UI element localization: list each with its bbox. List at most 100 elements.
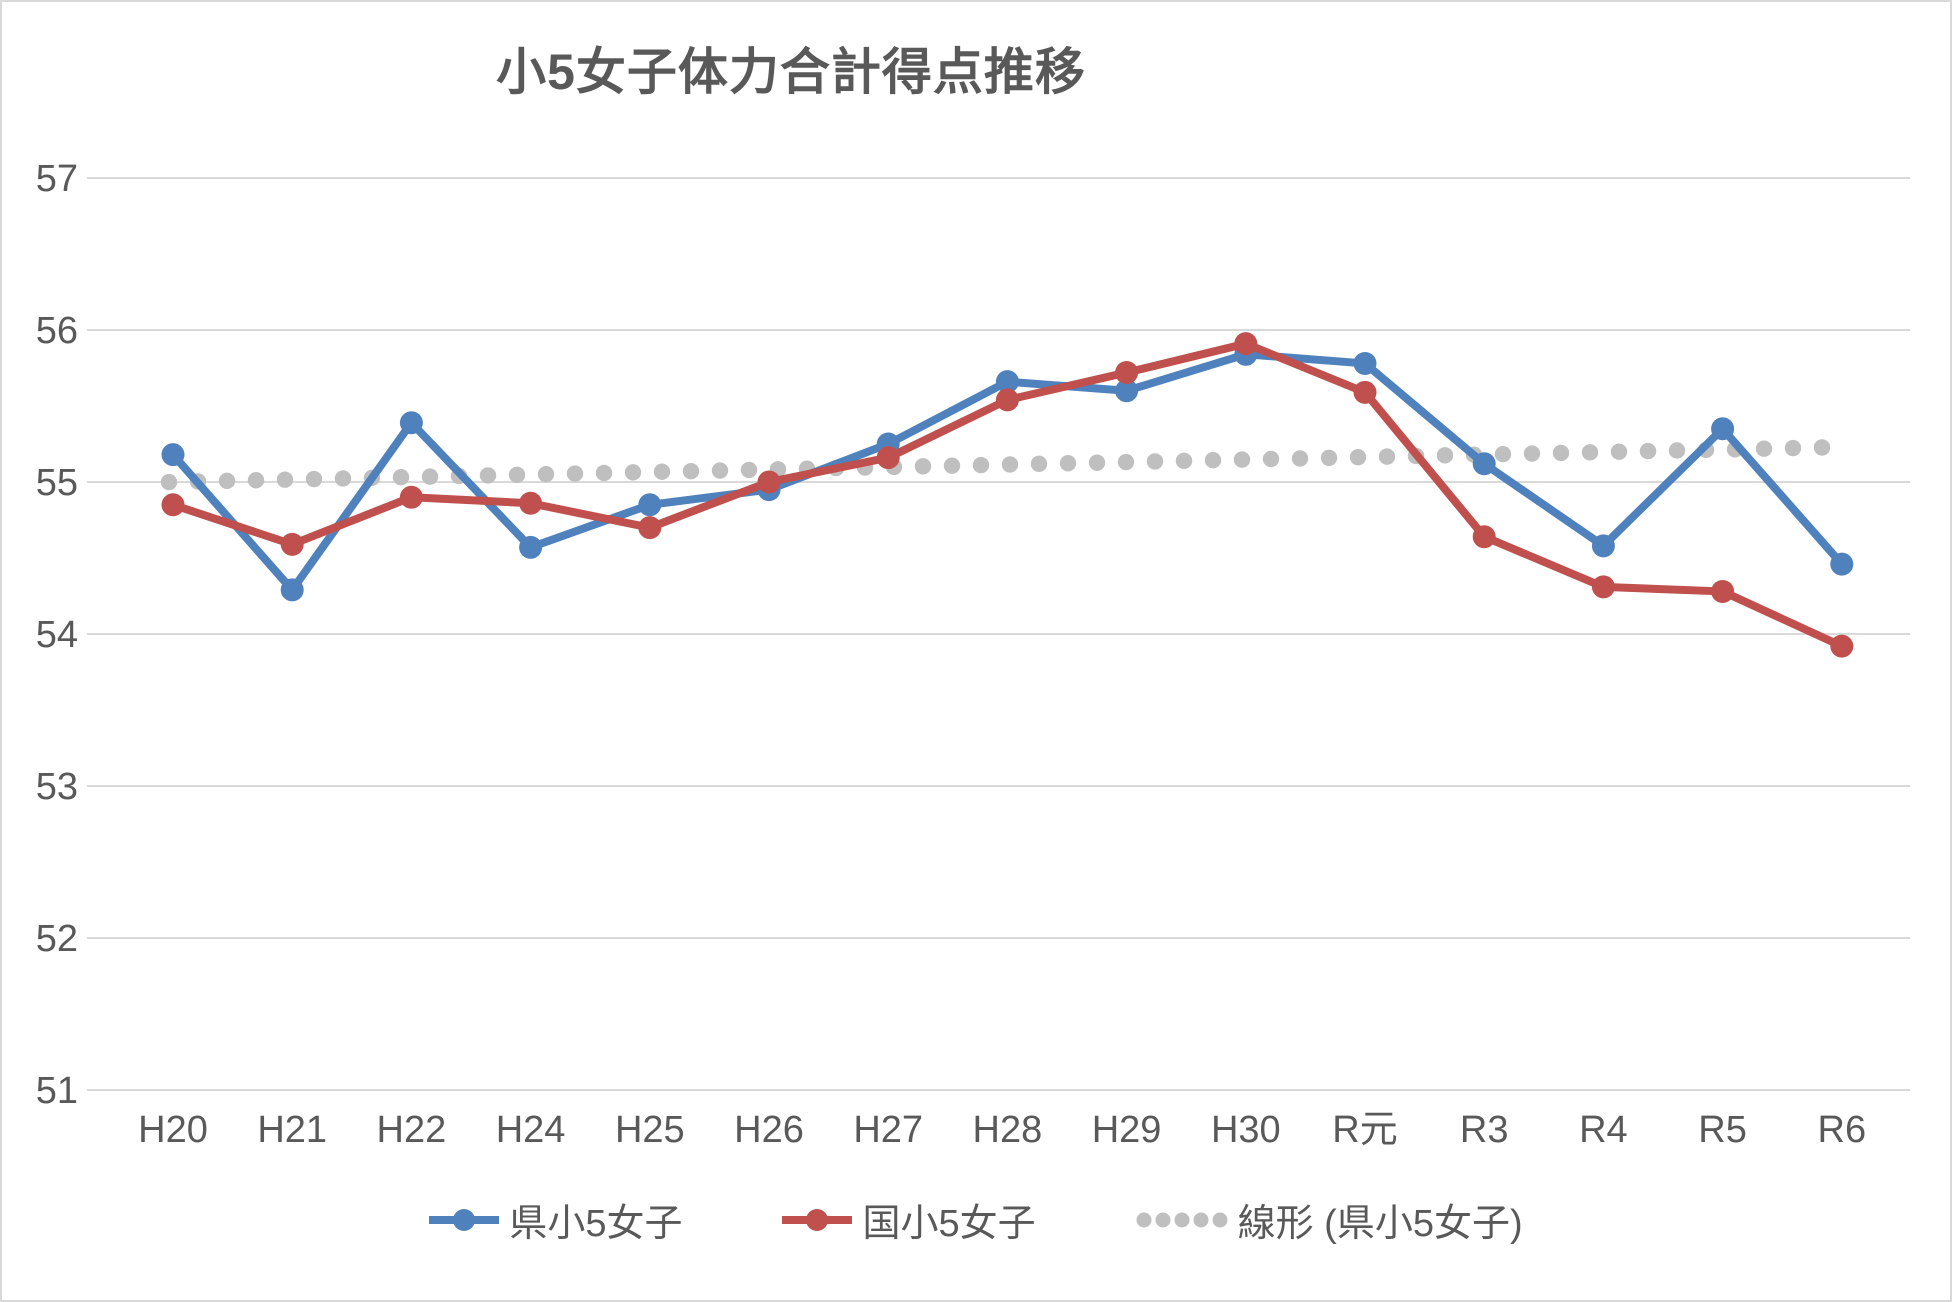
data-point — [1115, 361, 1139, 385]
trendline-dot — [595, 464, 613, 482]
trendline-dot — [1668, 442, 1686, 459]
trendline-dot — [1813, 439, 1831, 456]
x-axis-label: H26 — [734, 1109, 804, 1151]
x-axis-label: R3 — [1460, 1109, 1509, 1151]
legend-trend-dot — [1212, 1212, 1228, 1227]
data-point — [1591, 534, 1615, 558]
trendline-dot — [682, 462, 700, 480]
dotted-line-swatch-icon — [1136, 1212, 1228, 1227]
data-point — [1353, 380, 1377, 404]
data-point — [1830, 634, 1854, 658]
trendline-dot — [1117, 453, 1135, 471]
trendline-dot — [421, 468, 439, 485]
trendline-dot — [711, 462, 729, 479]
legend-item-national: 国小5女子 — [782, 1192, 1036, 1247]
trendline-dot — [1755, 440, 1773, 457]
x-axis-label: H28 — [973, 1109, 1043, 1151]
trendline-dot — [740, 461, 758, 479]
y-axis-label: 56 — [36, 310, 78, 352]
trendline-dot — [1552, 444, 1570, 462]
trendline-dot — [1175, 452, 1193, 470]
data-point — [399, 411, 423, 435]
data-point — [638, 516, 662, 540]
trendline-dot — [1030, 455, 1048, 473]
x-axis-label: H29 — [1092, 1109, 1162, 1151]
trendline-dot — [943, 457, 961, 474]
data-point — [519, 491, 543, 515]
x-axis-label: R6 — [1818, 1109, 1867, 1151]
trendline-dot — [914, 458, 932, 475]
data-point — [1711, 417, 1735, 441]
trendline-dot — [1320, 449, 1338, 466]
legend-label: 県小5女子 — [509, 1203, 683, 1245]
y-axis-label: 53 — [36, 766, 78, 808]
trendline-dot — [624, 464, 642, 481]
x-axis-label: H25 — [615, 1109, 685, 1151]
data-point — [161, 443, 185, 467]
trendline-dot — [1349, 448, 1367, 466]
x-axis-label: R元 — [1332, 1109, 1397, 1151]
legend-trend-dot — [1193, 1212, 1209, 1227]
x-axis-label: H20 — [138, 1109, 208, 1151]
line-marker-swatch-icon — [429, 1208, 500, 1231]
data-point — [1711, 579, 1735, 603]
trendline-dot — [653, 463, 671, 480]
trendline-dot — [334, 470, 352, 487]
data-point — [280, 578, 304, 602]
legend-label: 線形 (県小5女子) — [1237, 1203, 1523, 1245]
data-point — [757, 470, 781, 494]
data-point — [876, 446, 900, 470]
data-point — [399, 485, 423, 509]
trendline-dot — [392, 469, 410, 486]
x-axis-label: H30 — [1211, 1109, 1281, 1151]
legend-item-trendline: 線形 (県小5女子) — [1136, 1192, 1523, 1247]
trendline-dot — [1581, 444, 1599, 461]
x-axis-label: H24 — [496, 1109, 566, 1151]
x-axis-label: R4 — [1579, 1109, 1628, 1151]
trendline-dot — [1146, 453, 1164, 470]
y-axis-label: 52 — [36, 918, 78, 960]
legend-trend-dot — [1155, 1212, 1171, 1227]
trendline-dot — [972, 456, 990, 474]
trendline-dot — [508, 466, 526, 483]
data-point — [1115, 379, 1139, 403]
x-axis-label: R5 — [1698, 1109, 1747, 1151]
legend-trend-dot — [1136, 1212, 1152, 1227]
legend-marker — [453, 1208, 476, 1231]
y-axis-label: 51 — [36, 1070, 78, 1112]
x-axis-label: H21 — [257, 1109, 327, 1151]
trendline-dot — [1378, 448, 1396, 465]
data-point — [1591, 575, 1615, 599]
trendline-dot — [1610, 443, 1628, 460]
trendline-dot — [247, 472, 265, 489]
trendline-dot — [305, 470, 323, 488]
legend-item-prefecture: 県小5女子 — [429, 1192, 682, 1247]
y-axis-label: 55 — [36, 462, 78, 504]
data-point — [161, 493, 185, 517]
trendline-dot — [537, 465, 555, 483]
trendline-dot — [1204, 452, 1222, 469]
legend-trend-dot — [1174, 1212, 1190, 1227]
line-marker-swatch-icon — [782, 1208, 853, 1231]
trendline-dot — [160, 473, 178, 491]
trendline-dot — [1523, 445, 1541, 462]
data-point — [1353, 351, 1377, 375]
trendline-dot — [1059, 455, 1077, 472]
trendline-dot — [1262, 450, 1280, 468]
chart-legend: 県小5女子 国小5女子 線形 (県小5女子) — [2, 1192, 1950, 1247]
legend-marker — [806, 1208, 829, 1231]
data-point — [1830, 552, 1854, 576]
trendline-dot — [566, 465, 584, 482]
legend-label: 国小5女子 — [862, 1203, 1036, 1245]
chart-title: 小5女子体力合計得点推移 — [496, 44, 1086, 100]
y-axis-label: 57 — [36, 158, 78, 200]
data-point — [1472, 452, 1496, 476]
x-axis-label: H22 — [377, 1109, 447, 1151]
trendline-dot — [1001, 456, 1019, 473]
trendline-dot — [479, 467, 497, 484]
trendline-dot — [1436, 447, 1454, 464]
data-point — [995, 370, 1019, 394]
data-point — [1472, 525, 1496, 549]
